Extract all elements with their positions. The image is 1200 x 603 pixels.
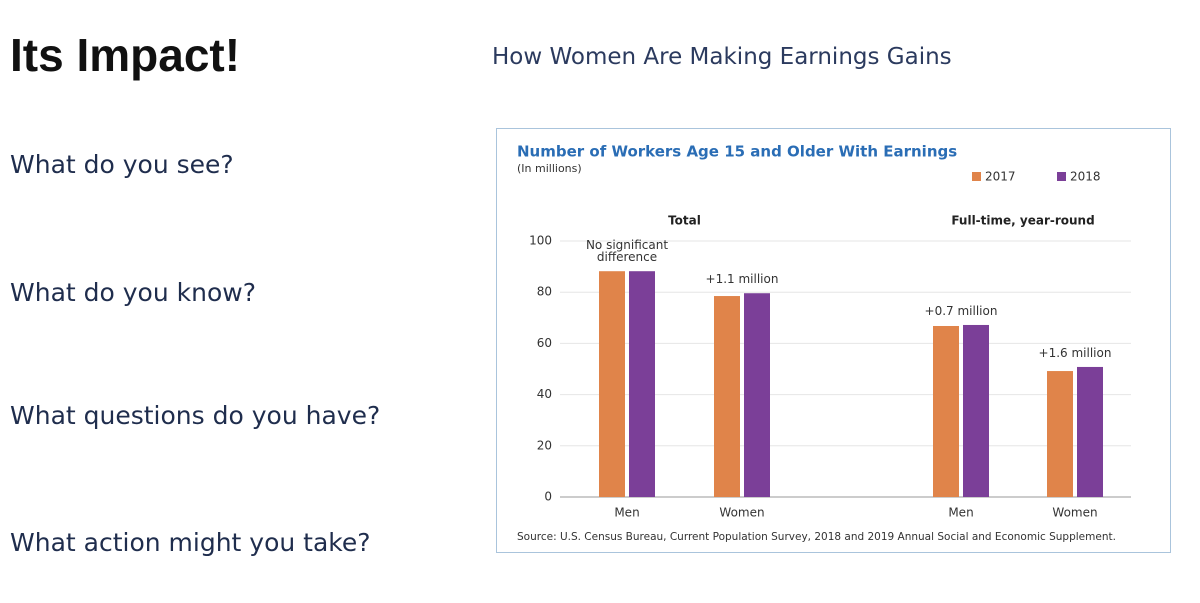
slide-title: Its Impact! [10,29,241,81]
y-tick-label: 100 [529,234,552,248]
source-note: Source: U.S. Census Bureau, Current Popu… [517,531,1116,543]
x-tick-label: Women [719,506,764,520]
x-tick-label: Men [948,506,973,520]
question: What do you see? [10,150,234,179]
legend-label: 2018 [1070,170,1101,184]
group-label: Total [668,214,701,228]
y-tick-label: 0 [544,490,552,504]
chart-subtitle: (In millions) [517,162,582,175]
bar [629,271,655,497]
bar [1047,371,1073,497]
y-tick-label: 20 [537,438,552,452]
question: What action might you take? [10,528,371,557]
bar [963,324,989,497]
chart: Number of Workers Age 15 and Older With … [517,143,1131,543]
chart-heading: How Women Are Making Earnings Gains [492,44,952,70]
y-tick-label: 80 [537,285,552,299]
annotation: +1.1 million [705,272,779,287]
x-tick-label: Women [1052,506,1097,520]
bar [1077,366,1103,497]
question: What questions do you have? [10,401,381,430]
annotation: +0.7 million [924,303,998,318]
chart-frame: Number of Workers Age 15 and Older With … [496,128,1171,553]
y-tick-label: 40 [537,387,552,401]
chart-title: Number of Workers Age 15 and Older With … [517,143,957,161]
bar [714,296,740,497]
annotation: No significant difference [585,238,669,265]
question: What do you know? [10,278,256,307]
legend-label: 2017 [985,170,1016,184]
x-tick-label: Men [614,506,639,520]
bar [744,293,770,497]
legend-swatch [1057,172,1066,181]
bar [933,325,959,497]
bar [599,271,625,497]
legend-swatch [972,172,981,181]
annotation: +1.6 million [1038,345,1112,360]
group-label: Full-time, year-round [951,214,1094,228]
y-tick-label: 60 [537,336,552,350]
